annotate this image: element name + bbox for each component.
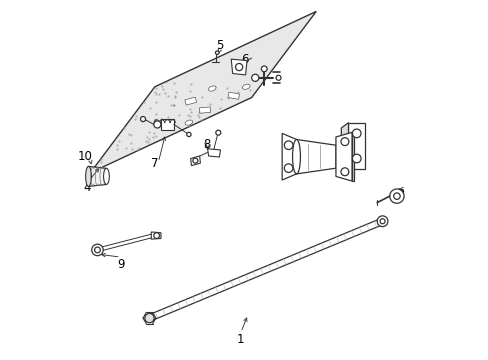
Ellipse shape xyxy=(103,168,109,184)
Text: 8: 8 xyxy=(203,138,210,150)
Ellipse shape xyxy=(292,139,300,174)
Circle shape xyxy=(186,132,191,136)
Circle shape xyxy=(340,168,348,176)
Circle shape xyxy=(352,154,360,163)
Circle shape xyxy=(192,158,198,163)
Ellipse shape xyxy=(85,166,91,186)
Polygon shape xyxy=(341,123,348,169)
Circle shape xyxy=(144,314,154,323)
Polygon shape xyxy=(148,218,383,321)
Circle shape xyxy=(276,75,281,80)
Circle shape xyxy=(215,51,219,54)
Text: 3: 3 xyxy=(344,129,351,142)
Polygon shape xyxy=(348,123,364,169)
Text: 10: 10 xyxy=(77,150,92,163)
Polygon shape xyxy=(351,132,353,181)
Polygon shape xyxy=(207,149,220,157)
Circle shape xyxy=(140,117,145,122)
Polygon shape xyxy=(231,59,246,75)
Circle shape xyxy=(379,219,384,224)
Circle shape xyxy=(352,129,360,138)
Polygon shape xyxy=(227,92,239,99)
Ellipse shape xyxy=(185,120,192,125)
Polygon shape xyxy=(97,234,153,252)
Polygon shape xyxy=(190,156,200,166)
Circle shape xyxy=(94,247,100,253)
Text: 6: 6 xyxy=(240,53,248,66)
Polygon shape xyxy=(88,166,106,186)
Polygon shape xyxy=(335,132,351,181)
Circle shape xyxy=(235,63,242,71)
Text: 2: 2 xyxy=(396,188,404,201)
Circle shape xyxy=(153,233,159,238)
Polygon shape xyxy=(184,97,196,105)
Polygon shape xyxy=(151,232,161,239)
Text: 4: 4 xyxy=(83,181,90,194)
Polygon shape xyxy=(296,139,335,174)
Polygon shape xyxy=(90,12,316,173)
Ellipse shape xyxy=(208,86,216,91)
Circle shape xyxy=(251,74,258,81)
Circle shape xyxy=(393,193,399,199)
Circle shape xyxy=(215,130,221,135)
Circle shape xyxy=(389,189,403,203)
Text: 1: 1 xyxy=(237,333,244,346)
Polygon shape xyxy=(282,134,296,180)
Ellipse shape xyxy=(242,84,249,89)
Circle shape xyxy=(376,216,387,226)
Text: 5: 5 xyxy=(215,39,223,52)
Circle shape xyxy=(92,244,103,256)
Circle shape xyxy=(284,164,292,172)
Circle shape xyxy=(284,141,292,149)
Text: 9: 9 xyxy=(117,258,124,271)
Polygon shape xyxy=(199,107,210,113)
Circle shape xyxy=(153,121,161,128)
Polygon shape xyxy=(161,119,174,130)
Circle shape xyxy=(261,66,266,72)
Text: 7: 7 xyxy=(151,157,158,170)
Circle shape xyxy=(340,138,348,145)
